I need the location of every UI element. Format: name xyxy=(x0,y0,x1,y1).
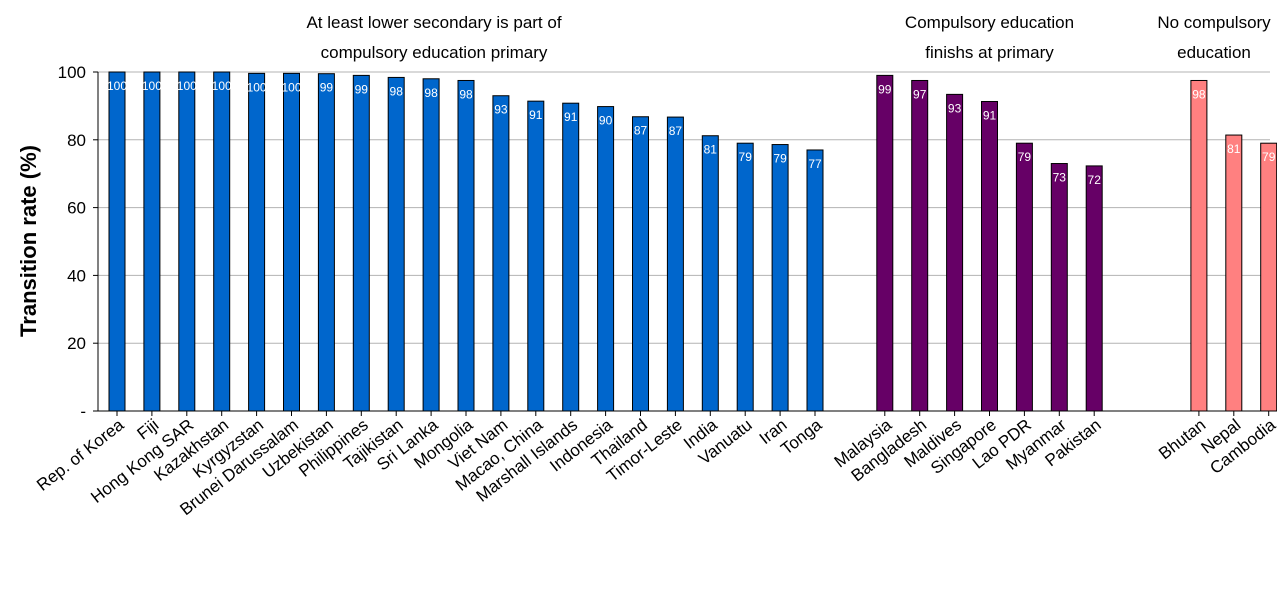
data-label: 98 xyxy=(459,87,473,101)
data-label: 100 xyxy=(247,80,267,94)
data-label: 99 xyxy=(878,82,892,96)
bar xyxy=(352,74,370,412)
data-label: 93 xyxy=(494,103,508,117)
data-label: 100 xyxy=(177,79,197,93)
data-labels: 100 100 100 100 100 100 99 99 98 98 98 93 91 91 90 87 87… xyxy=(107,79,1276,187)
bar xyxy=(771,144,789,412)
data-label: 79 xyxy=(739,150,753,164)
axes xyxy=(93,71,1270,416)
data-label: 100 xyxy=(212,79,232,93)
group-title: finishs at primary xyxy=(925,43,1054,62)
data-label: 98 xyxy=(424,86,438,100)
data-label: 79 xyxy=(1018,150,1032,164)
data-label: 91 xyxy=(529,108,543,122)
bar xyxy=(1260,142,1277,412)
bar xyxy=(213,71,231,412)
bar xyxy=(457,79,475,412)
y-tick-label: 20 xyxy=(67,334,86,353)
bar xyxy=(178,71,196,412)
data-label: 81 xyxy=(1227,142,1241,156)
bar xyxy=(1015,142,1033,412)
y-tick-label: - xyxy=(80,402,86,421)
bar xyxy=(1050,163,1068,412)
data-label: 100 xyxy=(107,79,127,93)
data-label: 73 xyxy=(1053,171,1067,185)
group-title: No compulsory xyxy=(1157,13,1271,32)
y-tick-label: 100 xyxy=(58,63,86,82)
bar xyxy=(666,116,684,412)
bars xyxy=(108,71,1277,412)
bar xyxy=(1190,79,1208,412)
data-label: 91 xyxy=(564,110,578,124)
bar xyxy=(911,79,929,412)
data-label: 87 xyxy=(634,124,648,138)
data-label: 99 xyxy=(320,81,334,95)
bar xyxy=(317,73,335,412)
data-label: 90 xyxy=(599,114,613,128)
bar xyxy=(946,93,964,412)
bar xyxy=(527,100,545,412)
bar xyxy=(248,72,266,412)
data-label: 72 xyxy=(1088,173,1102,187)
bar xyxy=(736,142,754,412)
data-label: 97 xyxy=(913,87,927,101)
bar xyxy=(981,100,998,412)
bar xyxy=(701,135,719,412)
bar xyxy=(806,149,824,412)
data-label: 99 xyxy=(355,82,369,96)
y-tick-label: 80 xyxy=(67,131,86,150)
bar xyxy=(1225,134,1243,412)
bar xyxy=(632,116,649,412)
y-tick-label: 60 xyxy=(67,199,86,218)
bar xyxy=(387,76,405,412)
data-label: 87 xyxy=(669,124,683,138)
bar xyxy=(876,74,894,412)
bar xyxy=(1085,165,1103,412)
data-label: 79 xyxy=(1262,150,1276,164)
group-title: Compulsory education xyxy=(905,13,1074,32)
y-tick-labels: - 20 40 60 80 100 xyxy=(58,63,86,421)
data-label: 100 xyxy=(142,79,162,93)
data-label: 91 xyxy=(983,108,997,122)
x-category-label: Tonga xyxy=(777,415,826,459)
data-label: 81 xyxy=(704,143,718,157)
data-label: 79 xyxy=(773,152,787,166)
group-titles: At least lower secondary is part of compu… xyxy=(306,13,1271,62)
y-tick-label: 40 xyxy=(67,266,86,285)
y-axis-title: Transition rate (%) xyxy=(16,145,41,337)
bar xyxy=(283,72,300,412)
bar xyxy=(108,71,126,412)
group-title: At least lower secondary is part of xyxy=(306,13,561,32)
group-title: compulsory education primary xyxy=(321,43,548,62)
data-label: 100 xyxy=(281,80,301,94)
bar xyxy=(492,95,510,412)
bar xyxy=(562,102,580,412)
bar xyxy=(597,106,615,412)
data-label: 93 xyxy=(948,101,962,115)
data-label: 98 xyxy=(1192,87,1206,101)
bar xyxy=(143,71,161,412)
group-title: education xyxy=(1177,43,1251,62)
bar xyxy=(422,78,440,412)
data-label: 77 xyxy=(808,157,822,171)
data-label: 98 xyxy=(390,84,404,98)
